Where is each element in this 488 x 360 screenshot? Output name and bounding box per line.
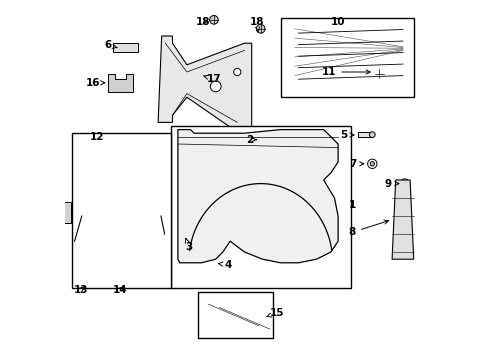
Circle shape: [89, 279, 94, 284]
Bar: [357, 132, 371, 137]
Text: 4: 4: [218, 260, 231, 270]
Text: 6: 6: [104, 40, 117, 50]
Text: 15: 15: [266, 308, 284, 318]
Bar: [113, 43, 138, 52]
Text: 18: 18: [249, 17, 264, 32]
Text: 16: 16: [86, 78, 104, 88]
Text: 13: 13: [73, 285, 88, 295]
Circle shape: [368, 132, 374, 138]
Text: 9: 9: [384, 179, 398, 189]
Circle shape: [254, 136, 263, 145]
Text: 17: 17: [203, 74, 221, 84]
FancyBboxPatch shape: [170, 126, 350, 288]
Circle shape: [402, 181, 406, 186]
Circle shape: [233, 68, 241, 76]
Text: 11: 11: [321, 67, 369, 77]
Text: 5: 5: [339, 130, 353, 140]
Text: 2: 2: [246, 135, 256, 145]
Text: 14: 14: [113, 285, 127, 295]
Circle shape: [369, 162, 374, 166]
Polygon shape: [294, 29, 402, 76]
Text: 8: 8: [348, 220, 387, 237]
FancyBboxPatch shape: [197, 292, 273, 338]
Polygon shape: [60, 202, 71, 223]
Polygon shape: [204, 248, 230, 275]
Circle shape: [256, 24, 264, 33]
Text: 18: 18: [196, 17, 210, 27]
Circle shape: [367, 159, 376, 168]
Text: 3: 3: [184, 238, 192, 252]
Polygon shape: [204, 299, 262, 331]
FancyBboxPatch shape: [72, 133, 170, 288]
Text: 10: 10: [330, 17, 345, 27]
Text: 1: 1: [348, 200, 355, 210]
Text: 7: 7: [348, 159, 363, 169]
Circle shape: [209, 15, 218, 24]
Polygon shape: [181, 229, 188, 250]
FancyBboxPatch shape: [280, 18, 413, 97]
Circle shape: [399, 179, 408, 188]
Circle shape: [126, 277, 136, 286]
Polygon shape: [81, 176, 161, 216]
Polygon shape: [391, 180, 413, 259]
Circle shape: [129, 279, 133, 284]
Polygon shape: [215, 302, 273, 334]
Text: 12: 12: [89, 132, 104, 142]
Circle shape: [87, 277, 96, 286]
Polygon shape: [107, 74, 133, 92]
Circle shape: [210, 81, 221, 92]
Circle shape: [374, 69, 383, 78]
Polygon shape: [158, 36, 251, 130]
Polygon shape: [178, 130, 337, 263]
